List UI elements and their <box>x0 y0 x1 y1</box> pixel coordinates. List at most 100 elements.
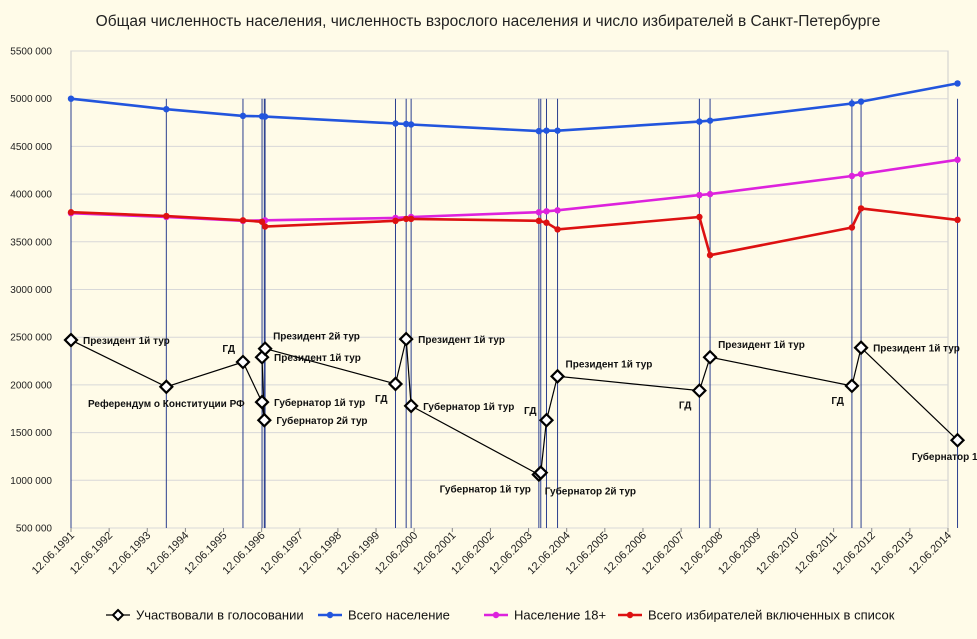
data-point <box>554 207 561 214</box>
data-point <box>538 412 555 428</box>
legend-marker <box>111 608 125 622</box>
data-point <box>256 412 272 428</box>
point-label: Губернатор 1й тур <box>912 451 977 463</box>
data-point <box>163 105 170 113</box>
data-point <box>535 217 543 225</box>
legend-item-2: Население 18+ <box>484 608 606 623</box>
legend-label: Всего население <box>348 608 450 623</box>
series-group <box>63 80 966 483</box>
legend-label: Участвовали в голосовании <box>136 608 304 623</box>
gridlines <box>70 50 949 529</box>
data-point <box>554 226 561 233</box>
y-tick-label: 5000 000 <box>10 94 52 105</box>
data-point <box>543 208 550 215</box>
data-point <box>535 127 543 135</box>
data-point <box>67 95 75 102</box>
data-point <box>63 332 79 348</box>
y-axis: 500 000 1000 000 1500 000 2000 000 2500 000 3… <box>10 47 52 535</box>
y-tick-label: 2500 000 <box>10 333 52 344</box>
point-label: Президент 1й тур <box>274 353 361 364</box>
data-point <box>857 205 865 212</box>
data-point <box>857 98 865 105</box>
data-point <box>254 394 270 410</box>
y-tick-label: 1500 000 <box>10 428 52 439</box>
y-tick-label: 3000 000 <box>10 285 52 296</box>
data-point <box>696 118 703 125</box>
point-label: Губернатор 1й тур <box>440 484 531 496</box>
data-point <box>392 217 399 225</box>
data-point <box>543 127 550 134</box>
y-tick-label: 500 000 <box>16 524 53 535</box>
point-label: Губернатор 2й тур <box>276 415 367 427</box>
y-tick-label: 4500 000 <box>10 142 52 153</box>
legend-marker <box>492 611 500 619</box>
data-point <box>954 216 961 224</box>
data-point <box>848 224 856 231</box>
data-point <box>403 398 419 414</box>
legend-label: Население 18+ <box>514 608 606 623</box>
event-lines <box>70 98 959 528</box>
point-label: ГД <box>831 396 844 407</box>
series-line <box>70 82 958 133</box>
legend-item-0: Участвовали в голосовании <box>106 608 304 623</box>
data-point <box>258 218 266 225</box>
point-label: Президент 1й тур <box>566 359 653 370</box>
data-point <box>696 213 703 221</box>
data-point <box>706 190 714 198</box>
y-tick-label: 2000 000 <box>10 380 52 391</box>
data-point <box>261 113 269 120</box>
point-label: Референдум о Конституции РФ <box>88 398 245 410</box>
data-point <box>954 156 961 163</box>
series-3 <box>67 205 961 259</box>
legend-marker <box>326 611 334 619</box>
y-tick-label: 5500 000 <box>10 47 52 58</box>
point-label: Президент 1й тур <box>418 335 505 346</box>
data-point <box>848 100 856 107</box>
data-point <box>549 368 566 384</box>
legend: Участвовали в голосовании Всего население… <box>106 608 895 623</box>
data-point <box>706 117 714 124</box>
annotation-group: Президент 1й тур Референдум о Конституции… <box>83 332 977 498</box>
data-point <box>257 341 273 357</box>
data-point <box>535 209 543 216</box>
data-point <box>696 191 703 199</box>
point-label: ГД <box>679 401 692 412</box>
legend-item-3: Всего избирателей включенных в список <box>618 608 895 623</box>
legend-marker <box>626 611 634 619</box>
series-0 <box>63 331 966 483</box>
data-point <box>853 340 869 356</box>
data-point <box>407 215 415 223</box>
y-tick-label: 4000 000 <box>10 190 52 201</box>
series-1 <box>67 80 961 135</box>
data-point <box>949 432 966 448</box>
point-label: Президент 1й тур <box>718 340 805 351</box>
data-point <box>691 383 707 399</box>
data-point <box>67 209 75 216</box>
data-point <box>239 112 247 120</box>
data-point <box>387 376 404 392</box>
y-tick-label: 1000 000 <box>10 476 52 487</box>
series-line <box>70 206 958 257</box>
data-point <box>398 331 414 347</box>
data-point <box>857 170 865 178</box>
point-label: Губернатор 1й тур <box>274 397 365 409</box>
point-label: ГД <box>524 406 537 417</box>
point-label: Президент 2й тур <box>273 332 360 343</box>
data-point <box>235 354 251 370</box>
data-point <box>402 120 410 128</box>
data-point <box>702 349 718 365</box>
data-point <box>533 465 549 481</box>
point-label: Губернатор 1й тур <box>423 401 514 413</box>
data-point <box>261 223 269 230</box>
data-point <box>163 212 170 220</box>
data-point <box>554 127 561 134</box>
legend-label: Всего избирателей включенных в список <box>648 608 895 623</box>
point-label: ГД <box>222 344 235 355</box>
data-point <box>402 215 410 223</box>
data-point <box>158 379 174 395</box>
data-point <box>239 217 247 224</box>
data-point <box>954 80 961 87</box>
data-point <box>706 251 714 259</box>
point-label: Президент 1й тур <box>873 344 960 355</box>
